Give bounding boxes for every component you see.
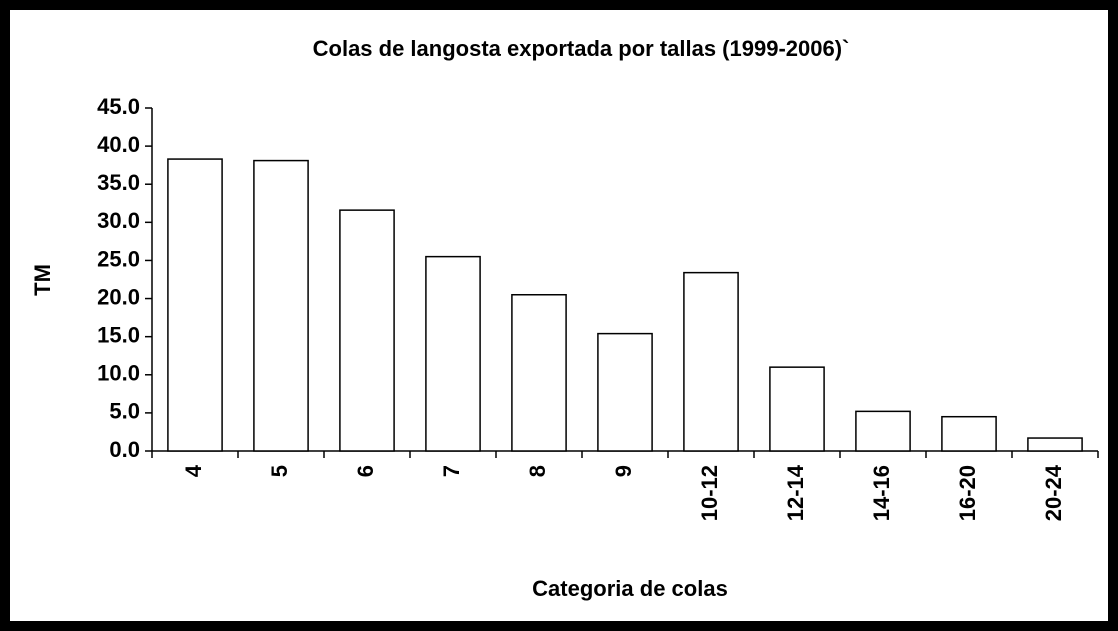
bar: [167, 158, 223, 452]
x-tick-label: 4: [181, 464, 206, 477]
bar: [855, 410, 911, 452]
y-tick-label: 45.0: [97, 94, 140, 119]
x-tick-label: 10-12: [697, 465, 722, 521]
y-tick-label: 15.0: [97, 322, 140, 347]
x-axis-label: Categoria de colas: [532, 576, 728, 601]
x-tick-label: 6: [353, 465, 378, 477]
y-tick-label: 25.0: [97, 246, 140, 271]
y-tick-label: 0.0: [109, 437, 140, 462]
x-tick-label: 9: [611, 465, 636, 477]
y-tick-label: 40.0: [97, 132, 140, 157]
bar: [425, 255, 481, 452]
x-tick-label: 8: [525, 465, 550, 477]
y-tick-label: 10.0: [97, 361, 140, 386]
bar: [597, 332, 653, 452]
y-tick-label: 5.0: [109, 399, 140, 424]
y-axis-label: TM: [30, 264, 55, 296]
bar: [511, 293, 567, 452]
bar: [1027, 437, 1083, 452]
x-tick-label: 7: [439, 465, 464, 477]
y-tick-label: 30.0: [97, 208, 140, 233]
bar: [683, 271, 739, 452]
x-tick-label: 5: [267, 465, 292, 477]
bar: [253, 159, 309, 452]
y-tick-label: 20.0: [97, 284, 140, 309]
x-tick-label: 14-16: [869, 465, 894, 521]
x-tick-label: 20-24: [1041, 464, 1066, 521]
bar: [339, 209, 395, 452]
chart-title: Colas de langosta exportada por tallas (…: [313, 36, 850, 61]
x-tick-label: 12-14: [783, 464, 808, 521]
x-tick-label: 16-20: [955, 465, 980, 521]
bar: [769, 366, 825, 452]
bar: [941, 415, 997, 452]
y-tick-label: 35.0: [97, 170, 140, 195]
